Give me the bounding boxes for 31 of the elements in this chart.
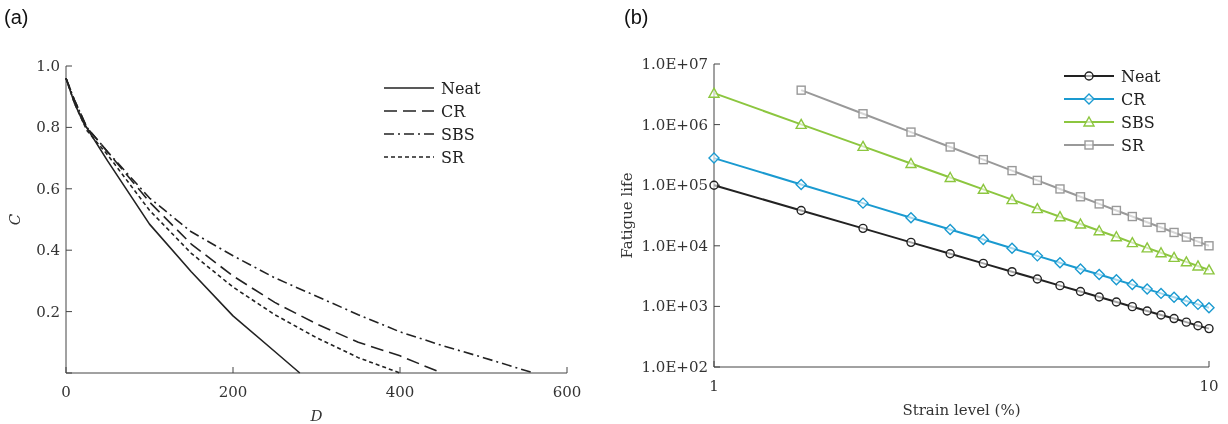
legend-label: CR bbox=[441, 102, 467, 121]
y-tick-label: 0.4 bbox=[36, 241, 60, 260]
text: (b) bbox=[624, 6, 649, 28]
legend-label: SR bbox=[1121, 136, 1145, 155]
x-tick-label: 1 bbox=[709, 377, 719, 395]
y-tick-label: 1.0E+04 bbox=[641, 236, 708, 255]
x-tick-label: 600 bbox=[552, 383, 582, 401]
text: (a) bbox=[4, 6, 29, 28]
legend-label: Neat bbox=[441, 79, 482, 98]
y-tick-label: 1.0E+03 bbox=[641, 297, 708, 316]
x-tick-label: 0 bbox=[61, 383, 71, 401]
y-tick-label: 1.0E+05 bbox=[641, 176, 708, 195]
legend-label: Neat bbox=[1121, 67, 1162, 86]
y-tick-label: 1.0 bbox=[36, 57, 60, 75]
y-tick-label: 0.2 bbox=[36, 302, 60, 321]
x-tick-label: 10 bbox=[1199, 377, 1219, 395]
x-axis-title: D bbox=[309, 407, 323, 424]
y-tick-label: 0.8 bbox=[36, 118, 60, 137]
legend-label: SBS bbox=[441, 125, 475, 144]
y-tick-label: 1.0E+02 bbox=[641, 358, 708, 376]
y-tick-label: 0.6 bbox=[36, 179, 60, 198]
legend-label: SR bbox=[441, 148, 465, 167]
legend-label: SBS bbox=[1121, 113, 1155, 132]
y-tick-label: 1.0E+06 bbox=[641, 115, 708, 134]
y-axis-title: Fatigue life bbox=[618, 172, 636, 259]
legend-label: CR bbox=[1121, 90, 1147, 109]
x-tick-label: 400 bbox=[385, 383, 415, 401]
x-tick-label: 200 bbox=[218, 383, 248, 401]
x-axis-title: Strain level (%) bbox=[902, 401, 1021, 419]
y-tick-label: 1.0E+07 bbox=[641, 55, 708, 73]
y-axis-title: C bbox=[6, 213, 24, 226]
